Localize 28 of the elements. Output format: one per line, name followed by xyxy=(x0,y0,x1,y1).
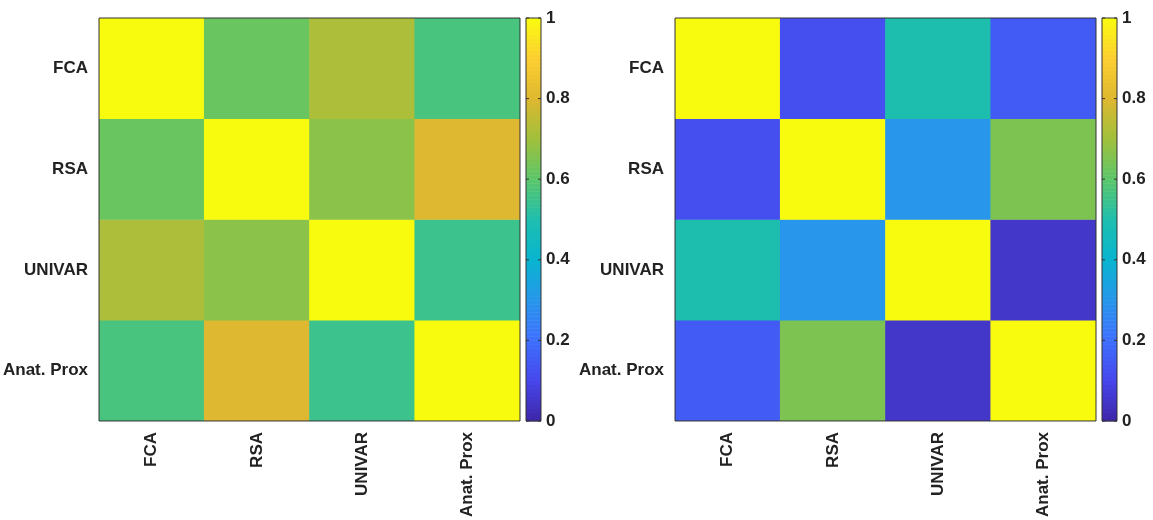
color-bar-label: 0.4 xyxy=(546,249,571,269)
y-tick-label: FCA xyxy=(629,58,665,78)
color-bar-label: 1 xyxy=(1122,7,1132,27)
color-bar-label: 0.4 xyxy=(1122,249,1147,269)
y-tick-label: RSA xyxy=(628,158,665,178)
x-tick-label: Anat. Prox xyxy=(457,431,477,518)
color-bar-label: 0.2 xyxy=(546,330,570,350)
y-tick-label: Anat. Prox xyxy=(2,360,89,380)
y-tick-label: FCA xyxy=(53,58,89,78)
x-tick-label: Anat. Prox xyxy=(1033,431,1053,518)
color-bar-label: 0 xyxy=(1122,410,1132,430)
y-tick-label: UNIVAR xyxy=(24,259,89,279)
color-bar-label: 0.6 xyxy=(1122,168,1146,188)
x-tick-label: UNIVAR xyxy=(927,431,947,496)
y-tick-label: RSA xyxy=(52,158,89,178)
color-bar-label: 0.8 xyxy=(1122,88,1146,108)
y-tick-label: UNIVAR xyxy=(600,259,665,279)
x-tick-label: RSA xyxy=(822,431,842,468)
color-bar-label: 1 xyxy=(546,7,556,27)
color-bar-label: 0.2 xyxy=(1122,330,1146,350)
color-bar-label: 0 xyxy=(546,410,556,430)
x-tick-label: FCA xyxy=(717,431,737,467)
color-bar-label: 0.6 xyxy=(546,168,570,188)
x-tick-label: RSA xyxy=(246,431,266,468)
x-tick-label: FCA xyxy=(141,431,161,467)
color-bar-label: 0.8 xyxy=(546,88,570,108)
x-tick-label: UNIVAR xyxy=(351,431,371,496)
y-tick-label: Anat. Prox xyxy=(578,360,665,380)
